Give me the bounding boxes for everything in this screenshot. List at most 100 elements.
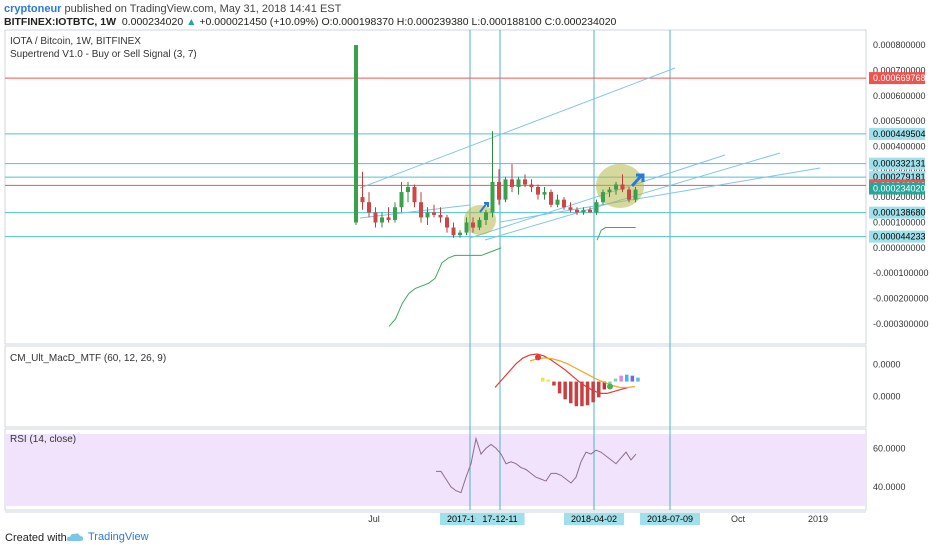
price-tick-label: 0.000700000 [873, 65, 926, 75]
high-label: H: [396, 16, 408, 28]
macd-histogram-bar [569, 381, 573, 404]
symbol-label: BITFINEX:IOTBTC, 1W [4, 16, 116, 28]
candle-body [386, 217, 391, 220]
candle-body [627, 189, 631, 200]
candle-body [594, 202, 599, 213]
price-tick-label: 0.000000000 [873, 243, 926, 253]
last-price: 0.000234020 [121, 16, 184, 28]
macd-histogram-bar [546, 379, 551, 382]
tradingview-logo[interactable]: TradingView [66, 531, 149, 543]
price-label: 0.000279181 [873, 172, 926, 182]
candle-body [588, 209, 592, 213]
time-highlight-box [564, 513, 624, 525]
time-highlight-box [640, 513, 700, 525]
candle-body [484, 212, 488, 220]
open-label: O: [321, 16, 333, 28]
rsi-band [5, 434, 866, 506]
candle-body [380, 217, 384, 223]
macd-histogram-bar [552, 381, 556, 386]
candle-body [575, 209, 579, 213]
chart-canvas[interactable]: 0.000800000 0.000700000 0.000600000 0.00050… [0, 0, 932, 526]
candle-body [555, 199, 560, 205]
supertrend-line [596, 227, 636, 241]
macd-histogram-bar [557, 381, 562, 394]
candle-body [393, 207, 397, 220]
macd-histogram-bar [580, 381, 584, 407]
price-tick-label: 0.000600000 [873, 91, 926, 101]
candle-body [529, 184, 534, 187]
price-change: +0.000021450 (+10.09%) [199, 16, 319, 28]
candle-body [354, 45, 358, 223]
candle-body [445, 217, 449, 228]
candle-body [581, 209, 586, 213]
price-tick-label: -0.000200000 [873, 294, 929, 304]
candle-body [542, 192, 547, 195]
candle-body [399, 192, 404, 208]
macd-histogram-bar [563, 381, 567, 400]
candle-body [620, 184, 625, 190]
macd-histogram-bar [591, 381, 595, 403]
candle-body [614, 184, 618, 190]
price-label-box [869, 72, 925, 85]
macd-tick-label: 0.0000 [873, 392, 901, 402]
time-tick-label: 2019 [808, 514, 828, 524]
candle-body [464, 222, 469, 233]
price-label: 0.000138680 [873, 208, 926, 218]
price-label: 0.000234020 [873, 184, 926, 194]
chart-header: cryptoneur published on TradingView.com,… [0, 0, 932, 30]
macd-pane-frame [4, 345, 867, 428]
price-label: 0.000044233 [873, 232, 926, 242]
supertrend-title: Supertrend V1.0 - Buy or Sell Signal (3,… [10, 49, 197, 60]
macd-signal-line [529, 357, 636, 389]
candle-body [568, 207, 573, 210]
macd-histogram-bar [574, 381, 579, 407]
candle-body [360, 197, 365, 203]
trend-line [359, 204, 471, 219]
candle-body [490, 181, 495, 213]
tradingview-name: TradingView [88, 531, 149, 543]
macd-histogram-bar [613, 378, 618, 382]
candle-body [432, 212, 436, 215]
price-tick-label: 0.000400000 [873, 141, 926, 151]
price-tick-label: -0.000100000 [873, 268, 929, 278]
arrow-icon [479, 202, 489, 213]
footer-text: Created with [5, 532, 67, 544]
main-pane-title: IOTA / Bitcoin, 1W, BITFINEX [10, 36, 141, 47]
macd-histogram-bar [585, 381, 590, 406]
author-name[interactable]: cryptoneur [4, 3, 62, 15]
rsi-tick-label: 60.0000 [873, 443, 906, 453]
candle-body [497, 181, 501, 200]
price-label: 0.000669768 [873, 73, 926, 83]
candle-body [451, 227, 456, 236]
macd-histogram-bar [636, 377, 640, 382]
supertrend-line [388, 247, 502, 327]
price-label-box [869, 157, 925, 170]
cloud-icon [66, 533, 84, 541]
publish-info: cryptoneur published on TradingView.com,… [4, 3, 341, 15]
candle-body [425, 212, 430, 218]
price-label-box [869, 230, 925, 243]
low-value: 0.000188100 [480, 16, 542, 28]
time-highlight-label: 17-12-11 [482, 514, 517, 524]
open-value: 0.000198370 [332, 16, 394, 28]
trend-line [359, 67, 676, 189]
highlight-circle [596, 164, 644, 208]
candle-body [503, 179, 508, 200]
macd-histogram-bar [602, 381, 607, 390]
high-value: 0.000239380 [407, 16, 469, 28]
macd-histogram-bar [608, 381, 612, 384]
rsi-tick-label: 40.0000 [873, 482, 906, 492]
macd-histogram-bar [630, 375, 635, 382]
price-tick-label: -0.000300000 [873, 319, 929, 329]
ohlc-legend: BITFINEX:IOTBTC, 1W 0.000234020 ▲ +0.000… [4, 16, 616, 28]
time-highlight-label: 2018-07-09 [647, 514, 693, 524]
price-label-box [869, 206, 925, 219]
candle-body [523, 179, 527, 185]
candle-body [633, 189, 638, 200]
candle-body [477, 219, 482, 228]
price-tick-label: 0.000100000 [873, 217, 926, 227]
price-label-box [869, 127, 925, 140]
candle-body [406, 187, 410, 193]
time-tick-label: Oct [731, 514, 746, 524]
candle-body [458, 232, 462, 236]
